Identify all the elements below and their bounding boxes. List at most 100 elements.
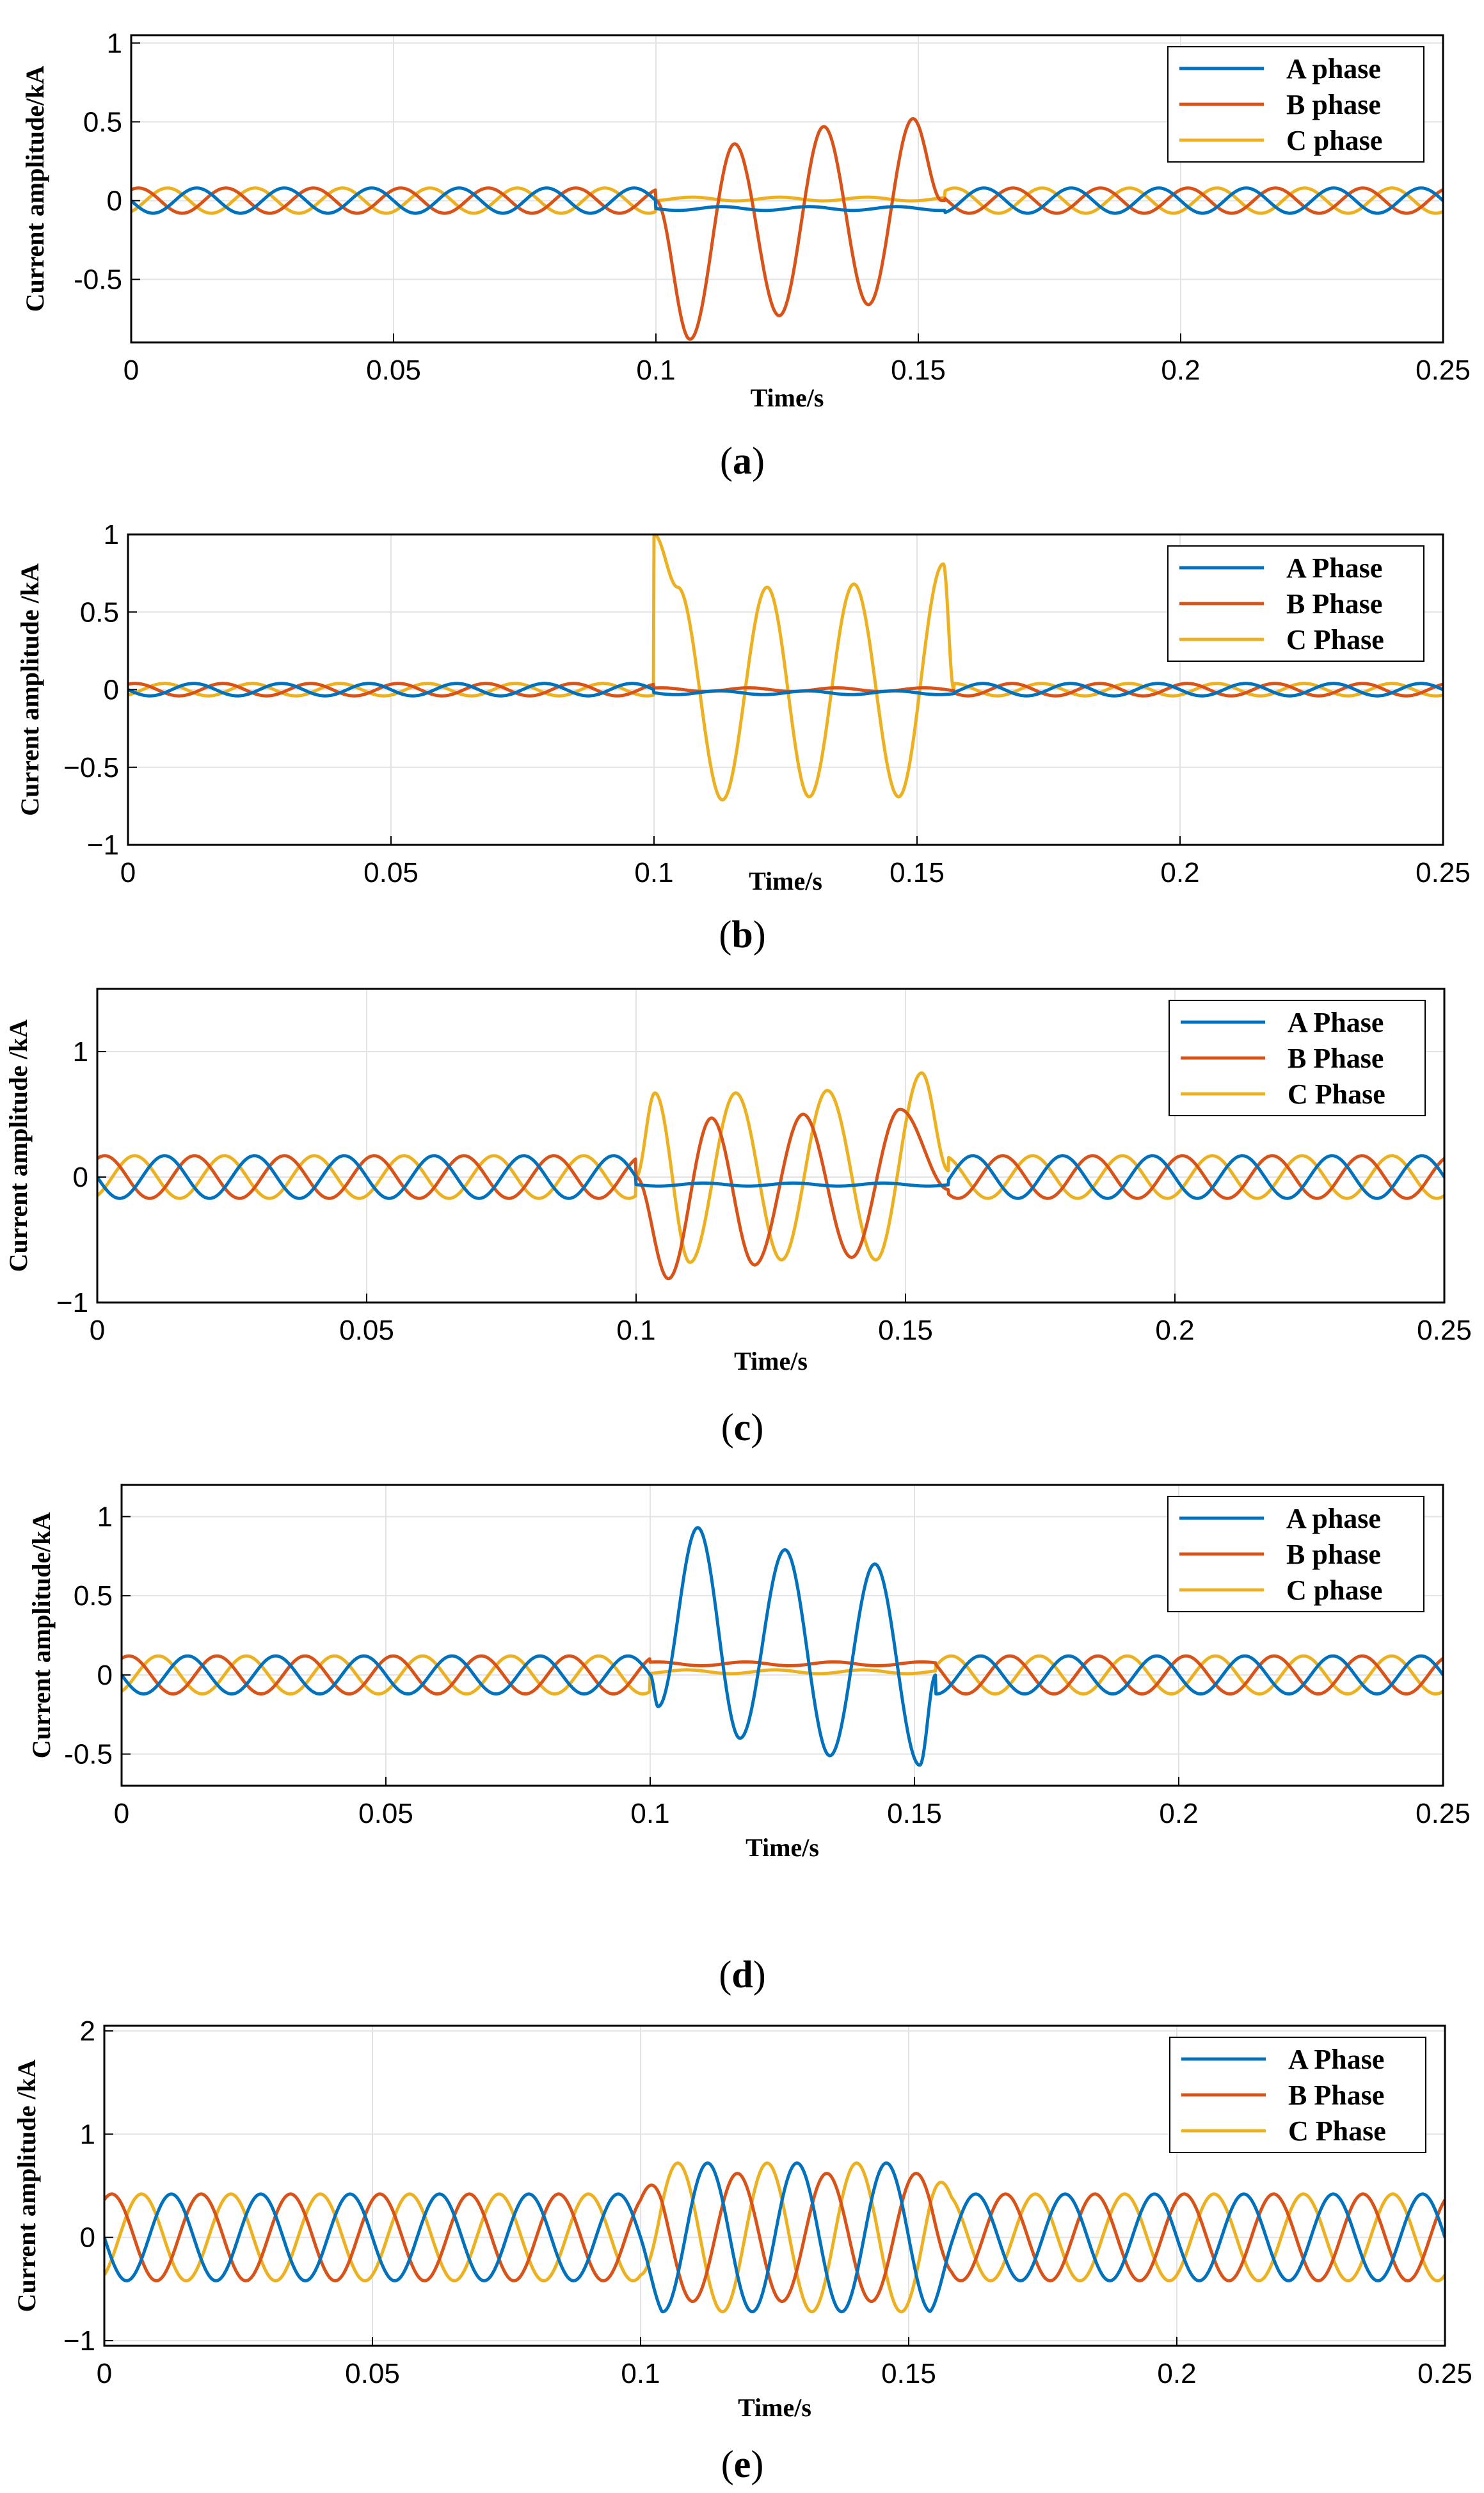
x-tick-label: 0.1 <box>621 2358 660 2389</box>
x-tick-label: 0.15 <box>891 355 946 386</box>
legend-label: B Phase <box>1288 1043 1384 1074</box>
series-line-b-phase <box>97 1107 1444 1281</box>
x-tick-label: 0.15 <box>890 857 945 888</box>
series-line-a-phase <box>131 186 1443 215</box>
y-tick-label: −0.5 <box>63 752 119 783</box>
axes-box <box>96 988 1446 1304</box>
y-axis-title: Current amplitude /kA <box>12 2059 41 2312</box>
x-tick-label: 0.25 <box>1416 355 1471 386</box>
panel-caption: (e) <box>721 2443 764 2485</box>
x-tick-label: 0.1 <box>634 857 673 888</box>
series-lines <box>104 2161 1445 2314</box>
chart-panel-b: 0 0.05 0.1 0.15 0.2 0.25 −1 −0.5 0 0.5 1 Time/s Curr… <box>15 519 1471 956</box>
series-line-c-phase <box>131 186 1443 215</box>
y-tick-label: 0 <box>97 1660 113 1691</box>
x-tick-label: 0.1 <box>636 355 675 386</box>
legend-label: C phase <box>1286 125 1382 156</box>
y-tick-label: 0.5 <box>83 106 122 138</box>
x-tick-label: 0.25 <box>1416 1798 1471 1829</box>
series-line-a-phase <box>104 2161 1445 2314</box>
x-tick-label: 0.2 <box>1155 1315 1194 1346</box>
y-axis-title: Current amplitude/kA <box>27 1512 56 1758</box>
series-line-a-phase <box>97 1154 1444 1200</box>
x-tick-label: 0.1 <box>630 1798 669 1829</box>
x-tick-label: 0.15 <box>878 1315 933 1346</box>
x-axis-title: Time/s <box>746 1833 819 1862</box>
series-line-c-phase <box>104 2161 1445 2314</box>
panel-caption: (b) <box>719 913 765 956</box>
legend-label: C Phase <box>1286 624 1384 655</box>
axes-box <box>103 2024 1446 2347</box>
legend-label: A Phase <box>1288 2044 1384 2075</box>
legend: A Phase B Phase C Phase <box>1169 2037 1426 2153</box>
y-tick-label: -0.5 <box>64 1739 113 1770</box>
legend-box <box>1167 46 1424 163</box>
y-tick-label: 1 <box>80 2119 95 2150</box>
y-tick-label: 0.5 <box>80 597 119 628</box>
y-tick-label: 0 <box>80 2222 95 2254</box>
y-tick-label: 1 <box>97 1501 113 1532</box>
x-axis-title: Time/s <box>738 2393 811 2422</box>
y-axis-title: Current amplitude/kA <box>20 65 49 312</box>
legend: A Phase B Phase C Phase <box>1167 545 1424 662</box>
legend-label: B phase <box>1286 89 1381 120</box>
series-line-b-phase <box>131 117 1443 341</box>
x-tick-label: 0.2 <box>1157 2358 1196 2389</box>
legend-label: C phase <box>1286 1575 1382 1606</box>
x-tick-label: 0.25 <box>1417 2358 1472 2389</box>
legend-label: A Phase <box>1288 1007 1384 1038</box>
panel-caption: (c) <box>721 1406 764 1448</box>
x-axis-title: Time/s <box>734 1347 808 1375</box>
x-tick-label: 0.15 <box>881 2358 936 2389</box>
x-tick-label: 0 <box>97 2358 112 2389</box>
y-axis-title: Current amplitude /kA <box>15 563 44 816</box>
y-tick-label: 1 <box>107 28 122 59</box>
x-tick-label: 0.05 <box>366 355 421 386</box>
legend: A Phase B Phase C Phase <box>1169 1000 1426 1116</box>
series-lines <box>131 117 1443 341</box>
chart-panel-a: 0 0.05 0.1 0.15 0.2 0.25 -0.5 0 0.5 1 Time/s Curren… <box>20 28 1471 482</box>
legend-label: B Phase <box>1286 588 1382 620</box>
y-tick-label: 0 <box>104 675 119 706</box>
chart-panel-d: 0 0.05 0.1 0.15 0.2 0.25-0.500.51Time/sCurren… <box>27 1484 1471 1996</box>
y-tick-label: 0 <box>73 1162 88 1193</box>
x-tick-label: 0 <box>124 355 139 386</box>
y-tick-label: 1 <box>104 519 119 550</box>
x-tick-label: 0 <box>90 1315 105 1346</box>
legend-label: B Phase <box>1288 2080 1384 2111</box>
legend-label: A phase <box>1286 53 1381 84</box>
legend-label: B phase <box>1286 1539 1381 1570</box>
panel-caption: (a) <box>720 440 765 482</box>
x-tick-label: 0.25 <box>1416 857 1471 888</box>
series-line-c-phase <box>128 534 1443 802</box>
axes-box <box>130 34 1444 344</box>
y-tick-label: −1 <box>56 1287 88 1319</box>
series-line-b-phase <box>122 1654 1443 1695</box>
series-line-c-phase <box>97 1071 1444 1264</box>
x-tick-label: 0.1 <box>616 1315 655 1346</box>
x-tick-label: 0.2 <box>1161 355 1200 386</box>
x-tick-label: 0.05 <box>363 857 419 888</box>
x-tick-label: 0.15 <box>887 1798 942 1829</box>
series-lines <box>128 534 1443 802</box>
x-tick-label: 0 <box>120 857 136 888</box>
x-tick-label: 0.25 <box>1417 1315 1472 1346</box>
axes-box <box>120 1484 1444 1787</box>
x-axis-title: Time/s <box>751 383 824 412</box>
y-tick-label: −1 <box>63 2325 95 2357</box>
series-line-a-phase <box>122 1526 1443 1767</box>
series-line-b-phase <box>104 2172 1445 2304</box>
y-tick-label: 0.5 <box>74 1580 113 1612</box>
legend-label: C Phase <box>1288 2115 1386 2147</box>
y-tick-label: 2 <box>80 2016 95 2047</box>
series-lines <box>97 1071 1444 1281</box>
x-tick-label: 0 <box>114 1798 129 1829</box>
x-tick-label: 0.05 <box>358 1798 413 1829</box>
y-tick-label: 0 <box>107 185 122 216</box>
series-line-c-phase <box>122 1654 1443 1695</box>
legend-label: A phase <box>1286 1503 1381 1534</box>
y-axis-title: Current amplitude /kA <box>4 1019 33 1272</box>
